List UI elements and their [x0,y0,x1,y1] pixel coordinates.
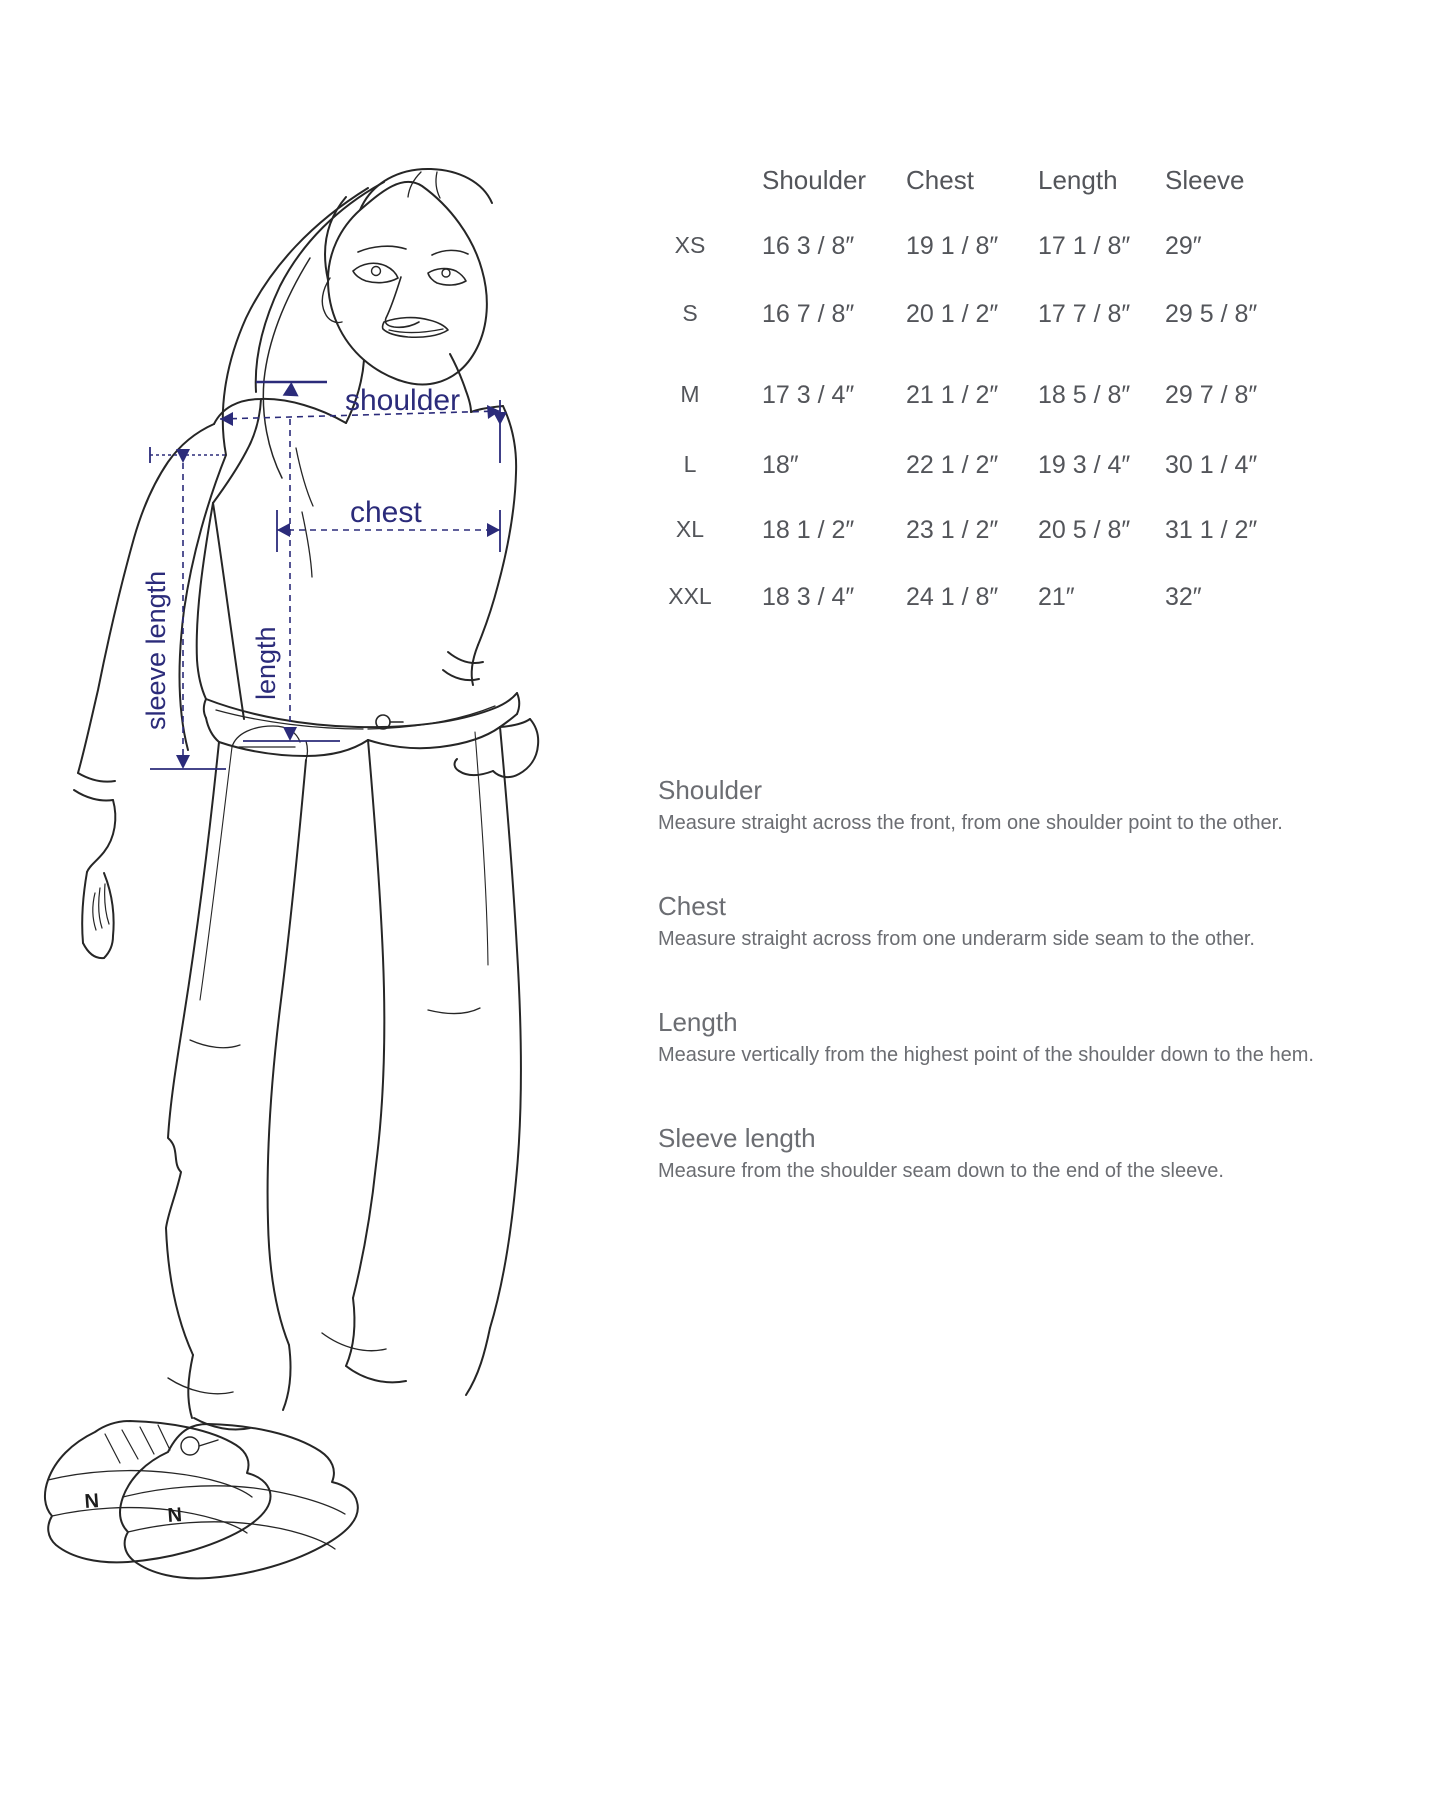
svg-text:N: N [84,1490,100,1513]
svg-text:N: N [167,1504,183,1527]
